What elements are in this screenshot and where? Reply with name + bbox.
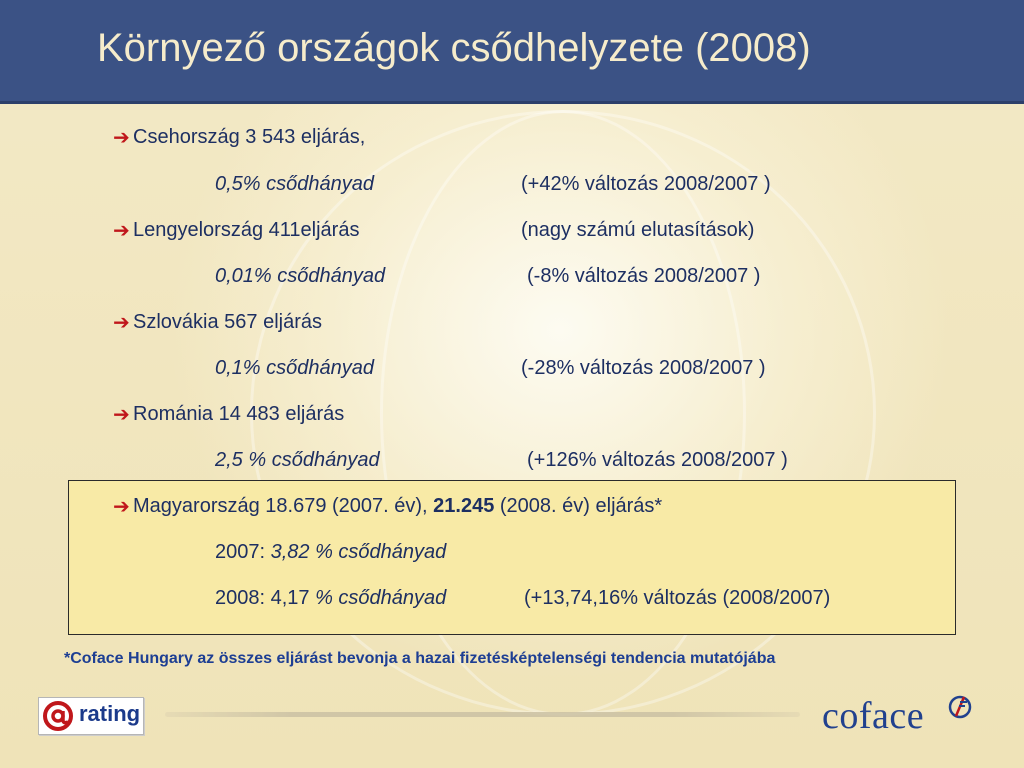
item-czech-change: (+42% változás 2008/2007 ): [521, 173, 771, 195]
hungary-count-2008: 21.245: [433, 495, 495, 517]
hungary-count-suffix: (2008. év) eljárás*: [494, 495, 663, 517]
rating-logo-text: rating: [79, 701, 141, 726]
red-arrow-icon: ➔: [113, 127, 130, 149]
item-poland-change: (-8% változás 2008/2007 ): [527, 265, 761, 287]
item-czech-rate: 0,5% csődhányad: [215, 173, 375, 195]
item-poland-rate: 0,01% csődhányad: [215, 265, 386, 287]
item-hungary-count: Magyarország 18.679 (2007. év), 21.245 (…: [133, 495, 662, 518]
hungary-2008-rate: % csődhányad: [315, 587, 447, 609]
item-poland-note: (nagy számú elutasítások): [521, 219, 755, 241]
coface-mark-icon: [948, 695, 972, 719]
red-arrow-icon: ➔: [113, 496, 130, 518]
slide-title: Környező országok csődhelyzete (2008): [97, 26, 811, 70]
item-hungary-2008: 2008: 4,17 % csődhányad: [215, 587, 446, 610]
item-czech-count: Csehország 3 543 eljárás,: [133, 126, 366, 148]
item-romania-rate: 2,5 % csődhányad: [215, 449, 380, 471]
item-romania-change: (+126% változás 2008/2007 ): [527, 449, 788, 471]
rating-logo: rating: [38, 697, 144, 735]
item-romania-count: Románia 14 483 eljárás: [133, 403, 345, 425]
item-poland-count: Lengyelország 411eljárás: [133, 219, 360, 241]
hungary-2007-label: 2007:: [215, 541, 271, 563]
red-arrow-icon: ➔: [113, 312, 130, 334]
hungary-2008-change: (+13,74,16% változás (2008/2007): [524, 587, 831, 609]
footnote: *Coface Hungary az összes eljárást bevon…: [64, 650, 776, 667]
hungary-highlight-box: [68, 480, 956, 635]
hungary-2008-label: 2008: 4,17: [215, 587, 316, 609]
hungary-2007-rate: 3,82 % csődhányad: [270, 541, 447, 563]
footer-divider: [165, 712, 800, 717]
red-arrow-icon: ➔: [113, 220, 130, 242]
item-slovakia-count: Szlovákia 567 eljárás: [133, 311, 322, 333]
hungary-count-text: Magyarország 18.679 (2007. év),: [133, 495, 434, 517]
item-slovakia-change: (-28% változás 2008/2007 ): [521, 357, 766, 379]
at-sign-icon: [43, 701, 73, 731]
red-arrow-icon: ➔: [113, 404, 130, 426]
item-slovakia-rate: 0,1% csődhányad: [215, 357, 375, 379]
title-bar: Környező országok csődhelyzete (2008): [0, 0, 1024, 104]
coface-logo-text: coface: [822, 695, 925, 737]
item-hungary-2007: 2007: 3,82 % csődhányad: [215, 541, 446, 564]
